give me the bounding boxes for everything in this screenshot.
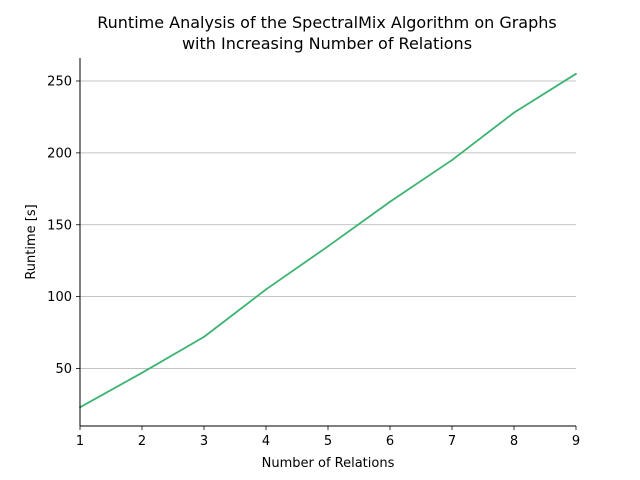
x-tick-label: 2 [138,434,146,449]
series-line [79,73,577,409]
x-ticks: 1 2 3 4 5 6 7 8 9 [76,426,580,449]
data-point [265,288,267,291]
x-tick-label: 4 [262,434,270,449]
y-tick-label: 250 [47,75,72,90]
x-axis-label: Number of Relations [262,456,395,471]
data-point [575,72,577,75]
x-tick-label: 7 [448,434,456,449]
axes [79,58,576,427]
x-tick-label: 8 [510,434,518,449]
data-point [389,200,391,203]
data-point [141,371,143,374]
chart-title-line-1: Runtime Analysis of the SpectralMix Algo… [97,13,557,32]
gridlines [80,80,576,369]
y-tick-label: 150 [47,218,72,233]
y-ticks: 50 100 150 200 250 [47,75,80,377]
y-tick-label: 50 [55,362,72,377]
y-tick-label: 100 [47,290,72,305]
data-point [203,335,205,338]
x-tick-label: 3 [200,434,208,449]
x-tick-label: 1 [76,434,84,449]
data-point [451,159,453,161]
x-tick-label: 5 [324,434,332,449]
y-tick-label: 200 [47,146,72,161]
chart-title-line-2: with Increasing Number of Relations [182,34,472,53]
data-point [513,111,515,114]
data-point [327,245,329,248]
y-axis-label: Runtime [s] [24,204,39,279]
series-layer [79,72,577,409]
x-tick-label: 9 [572,434,580,449]
x-tick-label: 6 [386,434,394,449]
